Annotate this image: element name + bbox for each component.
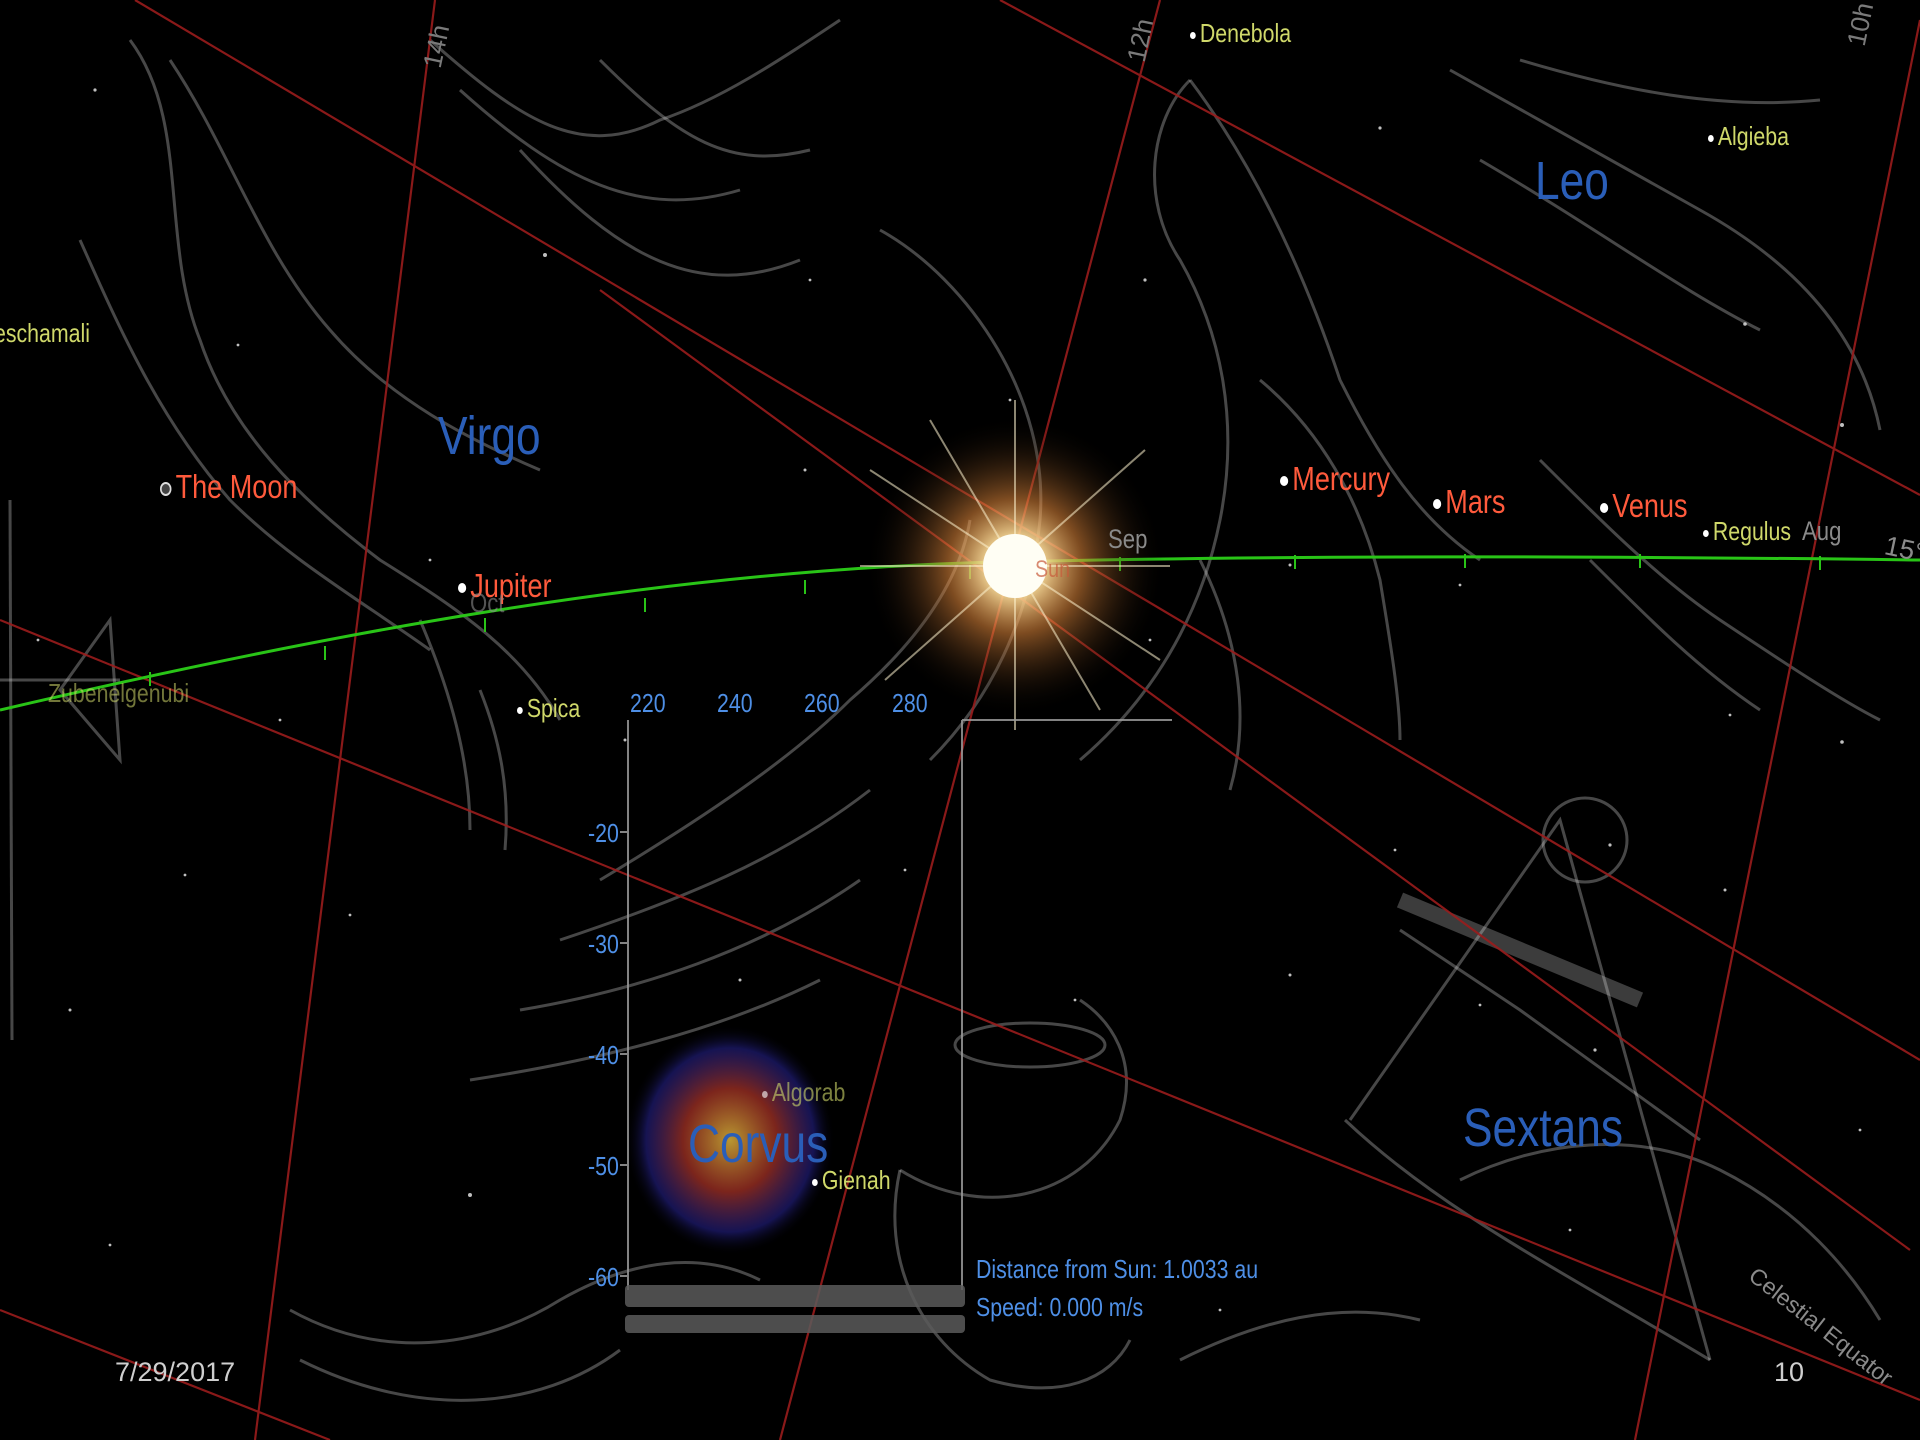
y-tick-minus-40: -40 <box>588 1040 619 1070</box>
denebola-label: Denebola <box>1199 18 1292 48</box>
gienah-marker-icon <box>812 1178 818 1186</box>
star-algieba[interactable]: Algieba <box>1708 121 1789 152</box>
background-stars <box>36 88 1862 1312</box>
venus-marker-icon <box>1600 503 1609 514</box>
speed-readout: Speed: 0.000 m/s <box>976 1292 1144 1322</box>
planet-moon[interactable]: The Moon <box>160 468 297 506</box>
x-tick-240: 240 <box>717 688 753 718</box>
y-tick-minus-60: -60 <box>588 1262 619 1292</box>
x-tick-220: 220 <box>630 688 666 718</box>
regulus-marker-icon <box>1703 529 1709 537</box>
x-tick-260: 260 <box>804 688 840 718</box>
spica-label: Spica <box>526 693 581 723</box>
algieba-marker-icon <box>1708 134 1714 142</box>
constellation-art <box>0 18 1882 1402</box>
venus-label: Venus <box>1612 487 1688 524</box>
slide-number: 10 <box>1774 1357 1805 1387</box>
month-aug: Aug <box>1802 516 1842 546</box>
planet-sun[interactable]: Sun <box>1035 556 1070 584</box>
slide-date: 7/29/2017 <box>115 1357 236 1387</box>
slider-track-2 <box>625 1315 965 1333</box>
star-gienah[interactable]: Gienah <box>812 1165 891 1196</box>
distance-from-sun: Distance from Sun: 1.0033 au <box>976 1254 1259 1284</box>
zubenelgenubi-label: Zubenelgenubi <box>48 678 190 708</box>
jupiter-marker-icon <box>458 583 467 594</box>
constellation-virgo: Virgo <box>438 406 541 466</box>
moon-label: The Moon <box>175 468 298 505</box>
y-tick-minus-20: -20 <box>588 818 619 848</box>
planet-venus[interactable]: Venus <box>1600 487 1688 525</box>
planet-mars[interactable]: Mars <box>1433 483 1505 521</box>
gienah-label: Gienah <box>821 1165 891 1195</box>
star-algorab[interactable]: Algorab <box>762 1077 845 1108</box>
algorab-label: Algorab <box>771 1077 846 1107</box>
constellation-sextans: Sextans <box>1463 1098 1624 1158</box>
month-oct: Oct <box>470 588 505 618</box>
mars-label: Mars <box>1445 483 1506 520</box>
star-zavijava[interactable]: eschamali <box>0 318 90 349</box>
star-regulus[interactable]: Regulus <box>1703 516 1791 547</box>
mars-marker-icon <box>1433 499 1442 510</box>
sun-label: Sun <box>1035 556 1071 583</box>
algieba-label: Algieba <box>1717 121 1789 151</box>
slider-track-1 <box>625 1285 965 1307</box>
month-sep: Sep <box>1108 524 1148 554</box>
mercury-marker-icon <box>1280 476 1289 487</box>
constellation-corvus: Corvus <box>688 1114 829 1174</box>
moon-marker-icon <box>160 482 172 497</box>
corvus-glow <box>625 1025 835 1255</box>
sun-glare <box>860 400 1170 730</box>
x-tick-280: 280 <box>892 688 928 718</box>
y-tick-minus-30: -30 <box>588 929 619 959</box>
denebola-marker-icon <box>1190 31 1196 39</box>
jupiter-label: Jupiter <box>470 567 552 604</box>
spica-marker-icon <box>517 706 523 714</box>
star-denebola[interactable]: Denebola <box>1190 18 1291 49</box>
star-spica[interactable]: Spica <box>517 693 580 724</box>
planet-mercury[interactable]: Mercury <box>1280 460 1390 498</box>
algorab-marker-icon <box>762 1090 768 1098</box>
mercury-label: Mercury <box>1292 460 1391 497</box>
zavijava-label: eschamali <box>0 318 90 348</box>
planet-jupiter[interactable]: Jupiter <box>458 567 552 605</box>
y-tick-minus-50: -50 <box>588 1151 619 1181</box>
constellation-leo: Leo <box>1535 151 1609 211</box>
graph-frame <box>620 719 1172 1290</box>
regulus-label: Regulus <box>1712 516 1792 546</box>
star-zubenelgenubi[interactable]: Zubenelgenubi <box>48 678 189 709</box>
